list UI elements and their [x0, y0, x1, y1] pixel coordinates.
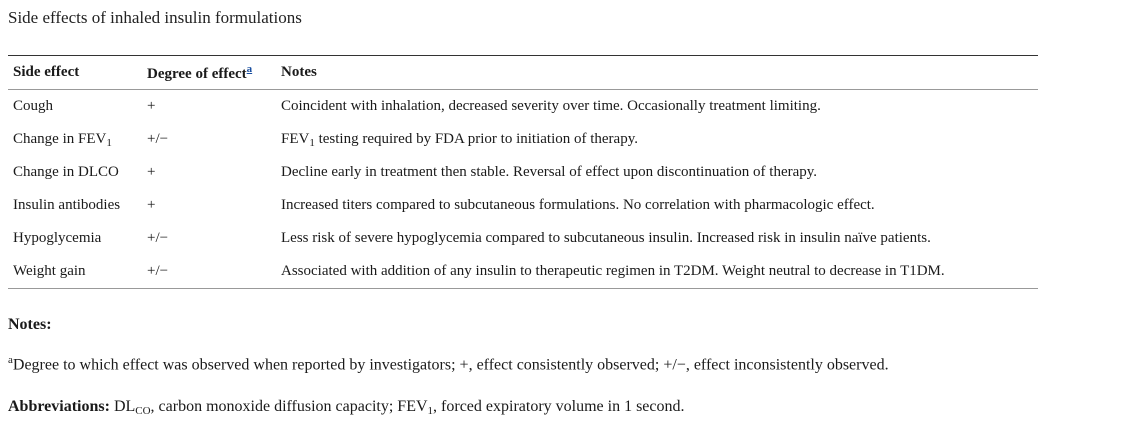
cell-degree: +/−	[147, 263, 169, 279]
note-subscript: 1	[309, 136, 315, 149]
side-effect-text: Cough	[13, 98, 54, 114]
abbrev-dl-text: , carbon monoxide diffusion capacity; FE…	[150, 398, 428, 415]
table-row: Cough + Coincident with inhalation, decrea…	[8, 90, 1038, 124]
note-text: Less risk of severe hypoglycemia compare…	[281, 230, 931, 246]
cell-degree: +/−	[147, 131, 169, 147]
abbrev-dl-subscript: CO	[135, 405, 151, 417]
cell-notes: Associated with addition of any insulin …	[276, 255, 1038, 289]
cell-notes: Coincident with inhalation, decreased se…	[276, 90, 1038, 124]
abbreviations-label: Abbreviations:	[8, 398, 110, 415]
note-text: Increased titers compared to subcutaneou…	[281, 197, 875, 213]
footnote-link-a[interactable]: a	[246, 62, 253, 75]
cell-notes: Increased titers compared to subcutaneou…	[276, 189, 1038, 222]
abbrev-fev-text: , forced expiratory volume in 1 second.	[433, 398, 685, 415]
table-row: Change in FEV1 +/− FEV1 testing required b…	[8, 123, 1038, 156]
cell-side-effect: Change in FEV1	[8, 123, 142, 156]
cell-side-effect: Weight gain	[8, 255, 142, 289]
table-row: Insulin antibodies + Increased titers comp…	[8, 189, 1038, 222]
cell-notes: Decline early in treatment then stable. …	[276, 156, 1038, 189]
table-row: Weight gain +/− Associated with addition o…	[8, 255, 1038, 289]
abbrev-fev-subscript: 1	[427, 405, 434, 417]
side-effect-text: Change in FEV	[13, 130, 107, 147]
side-effect-subscript: 1	[106, 136, 112, 149]
cell-degree: +	[147, 98, 156, 114]
cell-degree: +	[147, 164, 156, 180]
cell-degree: +/−	[147, 230, 169, 246]
cell-notes: Less risk of severe hypoglycemia compare…	[276, 222, 1038, 255]
cell-notes: FEV1 testing required by FDA prior to in…	[276, 123, 1038, 156]
table-header: Side effect Degree of effecta Notes	[8, 55, 1038, 90]
header-notes: Notes	[281, 64, 317, 80]
note-text: Associated with addition of any insulin …	[281, 263, 945, 279]
note-prefix: FEV	[281, 130, 310, 147]
notes-heading: Notes:	[8, 316, 52, 333]
header-side-effect: Side effect	[13, 64, 80, 80]
cell-side-effect: Change in DLCO	[8, 156, 142, 189]
table-caption: Side effects of inhaled insulin formulat…	[8, 8, 302, 27]
footnote-a: aDegree to which effect was observed whe…	[8, 354, 889, 374]
table-body: Cough + Coincident with inhalation, decrea…	[8, 90, 1038, 289]
cell-degree: +	[147, 197, 156, 213]
side-effect-text: Insulin antibodies	[13, 197, 121, 213]
cell-side-effect: Hypoglycemia	[8, 222, 142, 255]
abbrev-dl: DL	[109, 398, 136, 415]
note-text: Decline early in treatment then stable. …	[281, 164, 818, 180]
side-effect-text: Change in DLCO	[13, 164, 119, 180]
note-text: testing required by FDA prior to initiat…	[314, 130, 638, 147]
footnote-a-marker: a	[8, 354, 13, 366]
header-degree-label: Degree of effect	[147, 65, 247, 82]
cell-side-effect: Cough	[8, 90, 142, 124]
side-effects-table: Side effect Degree of effecta Notes Coug…	[8, 55, 1038, 289]
table-row: Hypoglycemia +/− Less risk of severe hypog…	[8, 222, 1038, 255]
side-effect-text: Hypoglycemia	[13, 230, 102, 246]
note-text: Coincident with inhalation, decreased se…	[281, 98, 821, 114]
side-effect-text: Weight gain	[13, 263, 86, 279]
cell-side-effect: Insulin antibodies	[8, 189, 142, 222]
header-degree-of-effect: Degree of effecta	[142, 56, 276, 90]
table-row: Change in DLCO + Decline early in treatmen…	[8, 156, 1038, 189]
abbreviations-note: Abbreviations: DLCO, carbon monoxide dif…	[8, 398, 685, 417]
header-row: Side effect Degree of effecta Notes	[8, 55, 1038, 90]
side-effects-table-container: Side effect Degree of effecta Notes Coug…	[8, 55, 1038, 289]
footnote-a-text: Degree to which effect was observed when…	[12, 356, 889, 374]
